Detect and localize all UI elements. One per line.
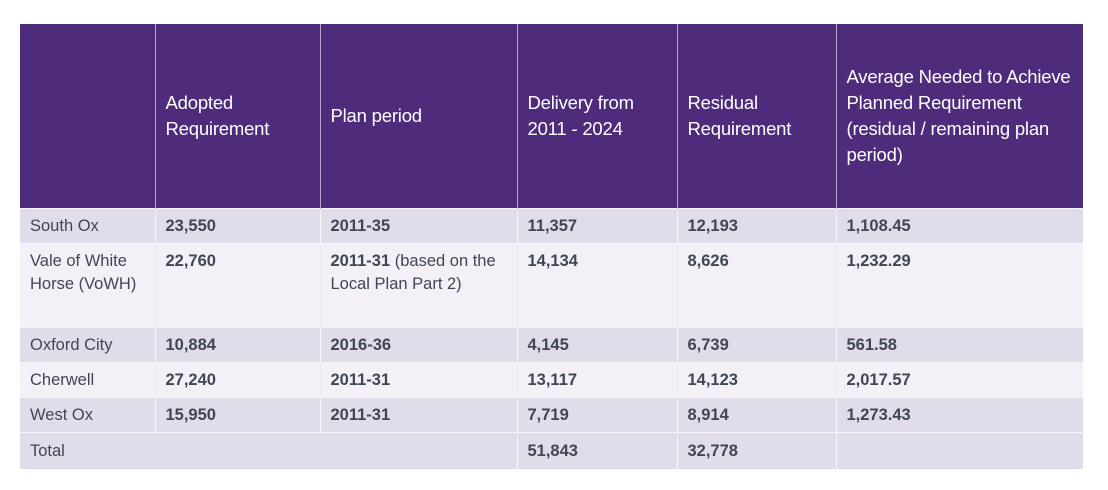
area-cell: South Ox: [20, 208, 155, 244]
residual-cell: 8,626: [676, 243, 836, 328]
area-cell: Oxford City: [20, 327, 155, 363]
area-cell: Cherwell: [20, 362, 155, 398]
residual-cell: 8,914: [676, 397, 836, 433]
table-row: Vale of White Horse (VoWH) 22,760 2011-3…: [20, 243, 1083, 328]
header-plan-period: Plan period: [319, 24, 517, 209]
average-cell: 1,108.45: [835, 208, 1083, 244]
housing-requirement-table: Adopted Requirement Plan period Delivery…: [20, 24, 1083, 469]
header-adopted-requirement: Adopted Requirement: [154, 24, 320, 209]
delivery-cell: 4,145: [516, 327, 677, 363]
period-cell: 2011-31: [319, 362, 517, 398]
total-label: Total: [20, 432, 517, 469]
period-value: 2016-36: [330, 336, 392, 354]
adopted-cell: 15,950: [154, 397, 320, 433]
period-cell: 2011-31: [319, 397, 517, 433]
period-value: 2011-35: [330, 217, 391, 235]
total-row: Total 51,843 32,778: [20, 432, 1083, 469]
table-row: Cherwell 27,240 2011-31 13,117 14,123 2,…: [20, 362, 1083, 398]
total-delivery-cell: 51,843: [516, 432, 677, 469]
period-value: 2011-31: [330, 406, 391, 424]
average-cell: 561.58: [835, 327, 1083, 363]
period-cell: 2011-35: [319, 208, 517, 244]
delivery-cell: 7,719: [516, 397, 677, 433]
table-row: West Ox 15,950 2011-31 7,719 8,914 1,273…: [20, 397, 1083, 433]
header-delivery: Delivery from 2011 - 2024: [516, 24, 677, 209]
residual-cell: 12,193: [676, 208, 836, 244]
average-cell: 1,273.43: [835, 397, 1083, 433]
delivery-cell: 13,117: [516, 362, 677, 398]
period-value: 2011-31: [330, 371, 391, 389]
area-cell: Vale of White Horse (VoWH): [20, 243, 155, 328]
total-average-cell: [835, 432, 1083, 469]
adopted-cell: 10,884: [154, 327, 320, 363]
adopted-cell: 22,760: [154, 243, 320, 328]
area-cell: West Ox: [20, 397, 155, 433]
average-cell: 1,232.29: [835, 243, 1083, 328]
period-cell: 2011-31 (based on the Local Plan Part 2): [319, 243, 517, 328]
period-note: (based on the Local Plan Part 2): [330, 252, 496, 293]
total-residual-cell: 32,778: [676, 432, 836, 469]
header-row: Adopted Requirement Plan period Delivery…: [20, 24, 1083, 209]
residual-cell: 6,739: [676, 327, 836, 363]
adopted-cell: 27,240: [154, 362, 320, 398]
period-cell: 2016-36: [319, 327, 517, 363]
header-average-needed: Average Needed to Achieve Planned Requir…: [835, 24, 1083, 209]
adopted-cell: 23,550: [154, 208, 320, 244]
header-area: [20, 24, 155, 209]
table-row: South Ox 23,550 2011-35 11,357 12,193 1,…: [20, 208, 1083, 244]
delivery-cell: 11,357: [516, 208, 677, 244]
period-value: 2011-31: [330, 252, 391, 270]
average-cell: 2,017.57: [835, 362, 1083, 398]
residual-cell: 14,123: [676, 362, 836, 398]
header-residual-requirement: Residual Requirement: [676, 24, 836, 209]
table-row: Oxford City 10,884 2016-36 4,145 6,739 5…: [20, 327, 1083, 363]
delivery-cell: 14,134: [516, 243, 677, 328]
